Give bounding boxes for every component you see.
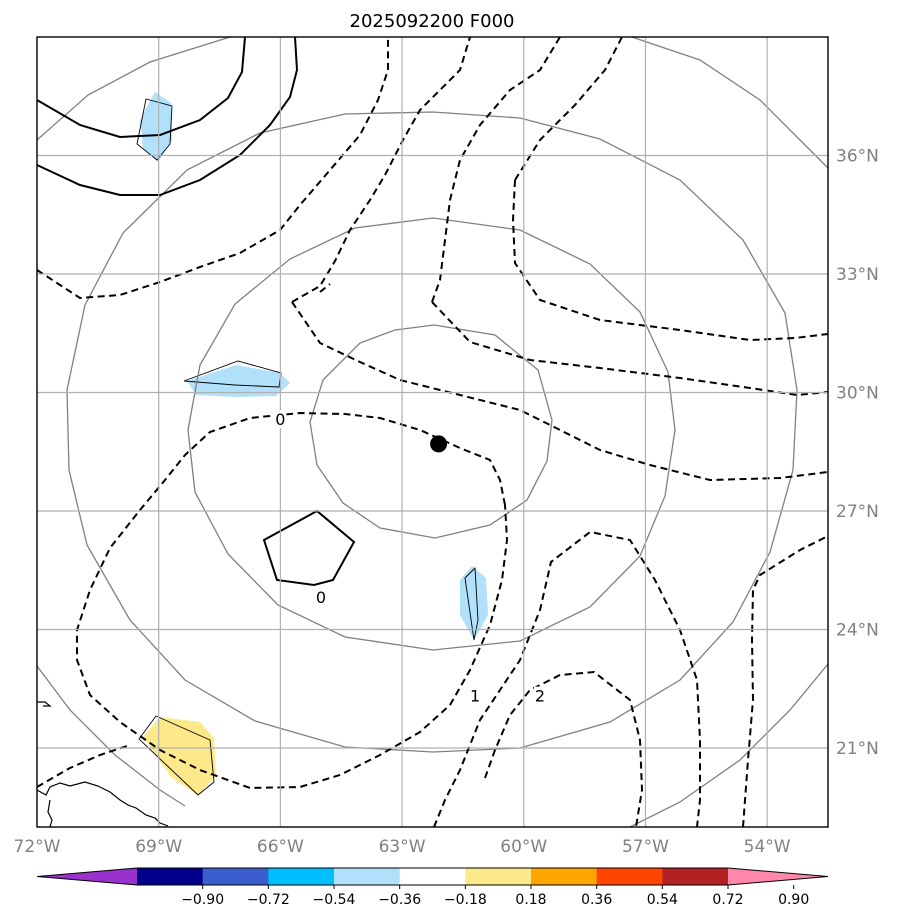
dashed-contour-se: [742, 535, 829, 828]
range-ring-4: [36, 36, 231, 141]
coastline: [36, 701, 169, 828]
dashed-contour-n2: [291, 36, 471, 303]
colorbar-tick-label: 0.36: [581, 892, 612, 908]
lat-tick-label: 33°N: [836, 265, 879, 285]
contour-label-bg: [274, 410, 287, 429]
dashed-contour-sw: [36, 744, 131, 788]
coastline-island: [37, 701, 52, 707]
dashed-contour-n7: [431, 301, 829, 397]
contour-lines: [36, 36, 829, 828]
range-ring-4-southeast: [629, 663, 829, 828]
lat-tick-label: 27°N: [836, 502, 879, 522]
solid-contour-zero-closed: [262, 509, 356, 587]
solid-contour-nw-inner: [36, 36, 246, 139]
dashed-contour-n8: [291, 301, 829, 482]
lon-tick-label: 60°W: [500, 837, 547, 857]
colorbar-segment: [137, 868, 204, 885]
shaded-anomaly-patches: [136, 92, 488, 796]
colorbar-tick-label: 0.18: [515, 892, 546, 908]
range-ring-1: [309, 324, 553, 539]
range-ring-4-east: [631, 36, 829, 169]
longitude-tick-labels: 72°W 69°W 66°W 63°W 60°W 57°W 54°W: [14, 837, 791, 857]
contour-label: 0: [316, 588, 326, 607]
colorbar-segment: [662, 868, 729, 885]
lat-tick-label: 21°N: [836, 739, 879, 759]
coastline-inlet: [47, 799, 53, 828]
anomaly-outline-positive: [138, 715, 215, 796]
negative-anomaly-patch-south: [460, 566, 488, 640]
lon-tick-label: 54°W: [744, 837, 791, 857]
dashed-contour-two: [484, 670, 644, 828]
colorbar-outline: [36, 867, 829, 886]
colorbar-tick-label: −0.18: [444, 892, 487, 908]
colorbar-tick-label: −0.36: [378, 892, 421, 908]
colorbar-segment: [465, 868, 532, 885]
dashed-contour-one: [433, 530, 701, 828]
figure-title: 2025092200 F000: [350, 11, 515, 32]
lon-tick-label: 72°W: [14, 837, 61, 857]
lon-tick-label: 63°W: [379, 837, 426, 857]
negative-anomaly-patch-north: [140, 92, 172, 162]
colorbar-extend-high: [728, 868, 828, 885]
colorbar: −0.90 −0.72 −0.54 −0.36 −0.18 0.18 0.36 0.54 0.7…: [36, 867, 829, 908]
map-plot-area: 0 0 1 2: [36, 36, 829, 828]
solid-contour-nw-outer: [36, 36, 299, 196]
storm-center-marker: [430, 435, 448, 453]
plot-frame: [36, 36, 829, 828]
dashed-contour-n6: [511, 179, 829, 342]
negative-anomaly-patch-west: [187, 365, 290, 397]
colorbar-segment: [531, 868, 598, 885]
dashed-contour-n3: [319, 283, 331, 293]
colorbar-tick-label: 0.54: [647, 892, 678, 908]
anomaly-outline-south: [464, 566, 479, 641]
graticule: [37, 37, 828, 827]
colorbar-segment: [596, 868, 663, 885]
contour-labels: 0 0 1 2: [274, 410, 546, 706]
colorbar-tick-label: 0.90: [778, 892, 809, 908]
range-ring-2: [187, 217, 676, 651]
coastline-bahamas: [36, 781, 169, 827]
lon-tick-label: 66°W: [257, 837, 304, 857]
dashed-contour-n4: [431, 36, 561, 303]
dashed-contour-zero: [76, 411, 509, 790]
latitude-tick-labels: 21°N 24°N 27°N 30°N 33°N 36°N: [836, 147, 879, 760]
contour-label: 0: [275, 410, 285, 429]
colorbar-segment: [399, 868, 466, 885]
lon-tick-label: 69°W: [135, 837, 182, 857]
contour-label-bg: [314, 587, 327, 606]
positive-anomaly-patch: [143, 717, 216, 795]
contour-label: 2: [535, 687, 545, 706]
contour-label: 1: [470, 687, 480, 706]
lat-tick-label: 36°N: [836, 147, 879, 167]
colorbar-segment: [268, 868, 335, 885]
colorbar-tick-label: −0.72: [247, 892, 290, 908]
range-rings: [36, 36, 829, 828]
colorbar-tick-label: −0.90: [181, 892, 224, 908]
colorbar-tick-label: 0.72: [712, 892, 743, 908]
contour-label-bg: [469, 686, 482, 705]
range-ring-4-southwest: [36, 665, 186, 807]
lat-tick-label: 24°N: [836, 621, 879, 641]
lat-tick-label: 30°N: [836, 384, 879, 404]
contour-label-bg: [533, 686, 546, 705]
colorbar-segment: [334, 868, 401, 885]
lon-tick-label: 57°W: [622, 837, 669, 857]
colorbar-segment: [202, 868, 269, 885]
colorbar-extend-low: [37, 868, 137, 885]
range-ring-3: [66, 111, 798, 753]
colorbar-tick-label: −0.54: [313, 892, 356, 908]
dashed-contour-n5: [514, 36, 623, 181]
